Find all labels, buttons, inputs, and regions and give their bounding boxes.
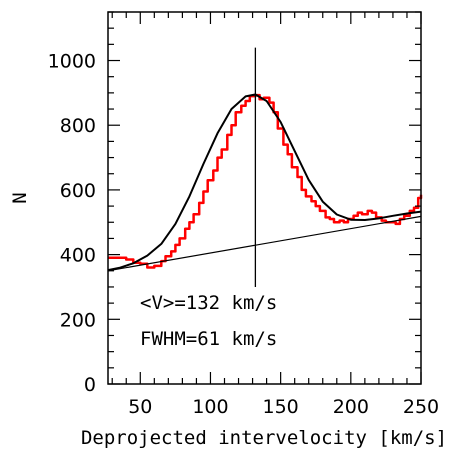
x-tick-label: 250 xyxy=(403,396,439,418)
x-tick-label: 150 xyxy=(263,396,299,418)
annotation-mean-velocity: <V>=132 km/s xyxy=(140,292,277,314)
y-tick-label: 1000 xyxy=(48,51,96,73)
x-axis-label: Deprojected intervelocity [km/s] xyxy=(81,427,447,449)
x-tick-label: 200 xyxy=(333,396,369,418)
plot-data xyxy=(107,47,423,287)
x-tick-label: 50 xyxy=(128,396,152,418)
annotation-fwhm: FWHM=61 km/s xyxy=(140,328,277,350)
axis-ticks: 50 100 150 200 250 0 200 400 600 800 1000 xyxy=(48,11,439,418)
y-tick-label: 0 xyxy=(84,374,96,396)
y-tick-label: 400 xyxy=(60,245,96,267)
fit-series-line xyxy=(107,93,422,272)
x-tick-label: 100 xyxy=(192,396,228,418)
plot-frame xyxy=(107,11,422,385)
histogram-series-line xyxy=(108,93,423,269)
y-tick-label: 800 xyxy=(60,115,96,137)
y-tick-label: 200 xyxy=(60,309,96,331)
baseline-series-line xyxy=(107,215,422,272)
y-axis-label: N xyxy=(9,192,31,203)
y-tick-label: 600 xyxy=(60,180,96,202)
